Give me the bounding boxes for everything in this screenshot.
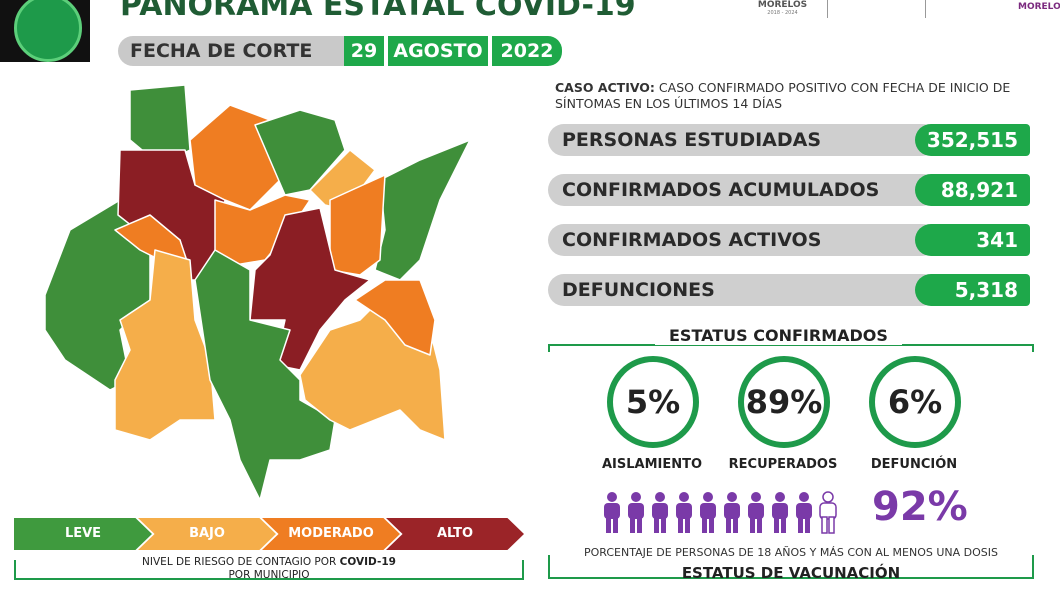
person-icon [724,492,740,533]
legend-caption: NIVEL DE RIESGO DE CONTAGIO POR COVID-19… [14,556,524,582]
caption-text: POR MUNICIPIO [228,569,310,581]
person-icon [604,492,620,533]
status-frame [548,344,1034,352]
person-icon [700,492,716,533]
risk-map [44,84,471,501]
person-icon [652,492,668,533]
stat-label: CONFIRMADOS ACTIVOS [548,224,938,256]
people-icons [604,491,837,534]
status-label: DEFUNCIÓN [870,457,958,472]
status-circle: 89% [738,356,830,448]
legend-level: LEVE [14,518,152,550]
stat-value: 88,921 [915,174,1030,206]
legend-frame [14,560,524,580]
person-icon [819,491,837,534]
cutoff-day: 29 [344,36,384,66]
legend-level: MODERADO [262,518,400,550]
status-circle: 6% [869,356,961,448]
logo-badge [0,0,90,62]
person-icon [676,492,692,533]
divider [827,0,828,18]
legend-level: BAJO [138,518,276,550]
logo-text: MORELOS [757,0,808,10]
vaccination-value: 92% [872,484,968,530]
caption-text: NIVEL DE RIESGO DE CONTAGIO POR [142,556,337,568]
definition-term: CASO ACTIVO: [555,80,655,95]
person-icon [796,492,812,533]
stat-value: 341 [915,224,1030,256]
divider [925,0,926,18]
stat-label: PERSONAS ESTUDIADAS [548,124,938,156]
definition-text: CASO CONFIRMADO POSITIVO CON FECHA DE IN… [555,80,1011,111]
stat-label: CONFIRMADOS ACUMULADOS [548,174,938,206]
status-title: ESTATUS CONFIRMADOS [655,326,902,345]
stat-label: DEFUNCIONES [548,274,938,306]
status-label: RECUPERADOS [728,457,838,472]
person-icon [748,492,764,533]
cutoff-month: AGOSTO [388,36,488,66]
stat-value: 5,318 [915,274,1030,306]
caption-bold: COVID-19 [339,556,396,568]
logo-text-2: MORELOS [1018,2,1060,12]
status-circle: 5% [607,356,699,448]
cutoff-label: FECHA DE CORTE [118,36,358,66]
logo-morelos: MORELOS 2018 - 2024 [735,0,830,18]
title: PANORAMA ESTATAL COVID-19 [120,0,636,23]
vaccination-note: PORCENTAJE DE PERSONAS DE 18 AÑOS Y MÁS … [583,546,998,559]
vaccination-frame [548,555,1034,579]
status-label: AISLAMIENTO [601,457,703,472]
cutoff-year: 2022 [492,36,562,66]
logo-years: 2018 - 2024 [767,10,798,16]
person-icon [628,492,644,533]
vaccination-title: ESTATUS DE VACUNACIÓN [681,564,901,582]
legend-level: ALTO [386,518,524,550]
stat-value: 352,515 [915,124,1030,156]
person-icon [772,492,788,533]
definition: CASO ACTIVO: CASO CONFIRMADO POSITIVO CO… [555,80,1025,112]
